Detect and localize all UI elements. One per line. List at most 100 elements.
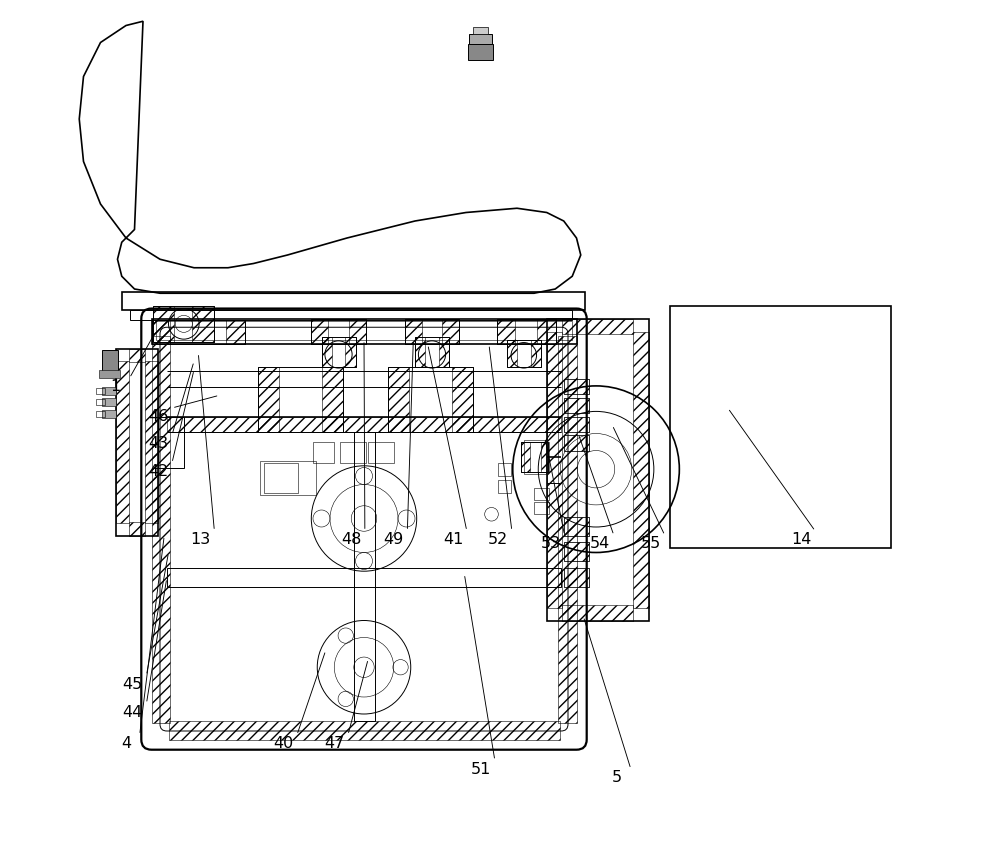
Bar — [415, 337, 425, 367]
Bar — [102, 387, 116, 395]
Bar — [564, 435, 589, 450]
Bar — [260, 461, 316, 495]
Bar — [497, 319, 556, 344]
Bar — [564, 416, 589, 432]
Text: 52: 52 — [488, 532, 508, 547]
Bar — [521, 442, 548, 472]
Text: 42: 42 — [148, 464, 168, 479]
Text: 47: 47 — [324, 736, 344, 751]
Text: 13: 13 — [191, 532, 211, 547]
Bar — [96, 411, 105, 417]
Bar — [562, 319, 633, 334]
Bar — [534, 502, 549, 514]
Bar — [564, 398, 589, 413]
Bar — [507, 340, 517, 367]
Bar — [534, 488, 549, 500]
Bar — [564, 542, 589, 561]
Bar — [452, 367, 473, 432]
Bar — [415, 337, 449, 367]
Bar — [354, 432, 375, 721]
Bar — [102, 350, 118, 374]
Bar — [116, 361, 129, 523]
Bar — [564, 379, 589, 394]
Bar — [226, 320, 245, 344]
Text: 46: 46 — [148, 409, 168, 424]
Bar — [96, 399, 105, 405]
Bar — [531, 340, 541, 367]
Bar — [167, 568, 561, 586]
Bar — [102, 398, 116, 406]
Bar — [349, 319, 366, 344]
Text: 45: 45 — [123, 677, 143, 692]
Bar — [167, 416, 561, 432]
Bar — [388, 367, 473, 432]
Bar — [405, 319, 422, 344]
Text: 4: 4 — [121, 736, 131, 751]
Bar — [633, 332, 649, 608]
Bar — [340, 442, 366, 463]
Bar — [129, 348, 145, 362]
Bar — [99, 370, 120, 378]
Bar — [564, 435, 589, 450]
Bar — [405, 319, 459, 344]
Bar — [564, 542, 589, 561]
Text: 53: 53 — [541, 536, 561, 552]
Text: 55: 55 — [641, 536, 661, 552]
Bar — [564, 568, 589, 586]
Text: 54: 54 — [590, 536, 610, 552]
Bar — [96, 388, 105, 394]
Bar — [564, 398, 589, 413]
Bar — [145, 361, 158, 523]
Bar — [564, 568, 589, 586]
Bar — [562, 605, 633, 620]
Bar — [541, 442, 549, 472]
Bar — [152, 320, 170, 344]
Bar — [311, 319, 366, 344]
Bar — [102, 410, 116, 418]
Bar — [116, 348, 158, 536]
Bar — [469, 34, 492, 44]
Bar — [158, 416, 184, 468]
Bar — [322, 367, 343, 432]
Bar — [192, 306, 214, 342]
Bar — [258, 367, 279, 432]
Bar — [439, 337, 449, 367]
Bar — [547, 319, 649, 620]
Bar — [564, 517, 589, 536]
Text: 1: 1 — [111, 379, 121, 394]
Bar — [258, 367, 343, 432]
Bar — [122, 292, 585, 310]
Bar — [130, 310, 572, 320]
Bar — [507, 340, 541, 367]
Bar — [322, 337, 356, 367]
Bar — [156, 321, 572, 340]
Bar — [368, 442, 394, 463]
Bar — [313, 442, 334, 463]
Bar — [152, 320, 245, 344]
Text: 40: 40 — [273, 736, 293, 751]
Bar — [564, 517, 589, 536]
Bar — [468, 44, 493, 60]
Bar — [153, 306, 174, 342]
Text: 43: 43 — [148, 436, 168, 451]
Bar — [498, 480, 511, 493]
Bar — [442, 319, 459, 344]
Bar — [473, 27, 488, 34]
Bar — [498, 463, 511, 476]
Bar — [547, 332, 562, 608]
Bar — [168, 721, 560, 740]
Bar — [558, 336, 576, 722]
Text: 49: 49 — [384, 532, 404, 547]
Text: 14: 14 — [792, 532, 812, 547]
Bar — [521, 442, 530, 472]
Bar — [497, 319, 515, 344]
Bar — [564, 379, 589, 394]
Text: 44: 44 — [123, 705, 143, 720]
Text: 41: 41 — [443, 532, 463, 547]
Bar — [129, 522, 145, 536]
Bar — [524, 440, 546, 474]
Bar — [670, 306, 891, 548]
Bar — [345, 337, 356, 367]
Bar — [264, 463, 298, 493]
Bar — [152, 336, 170, 722]
